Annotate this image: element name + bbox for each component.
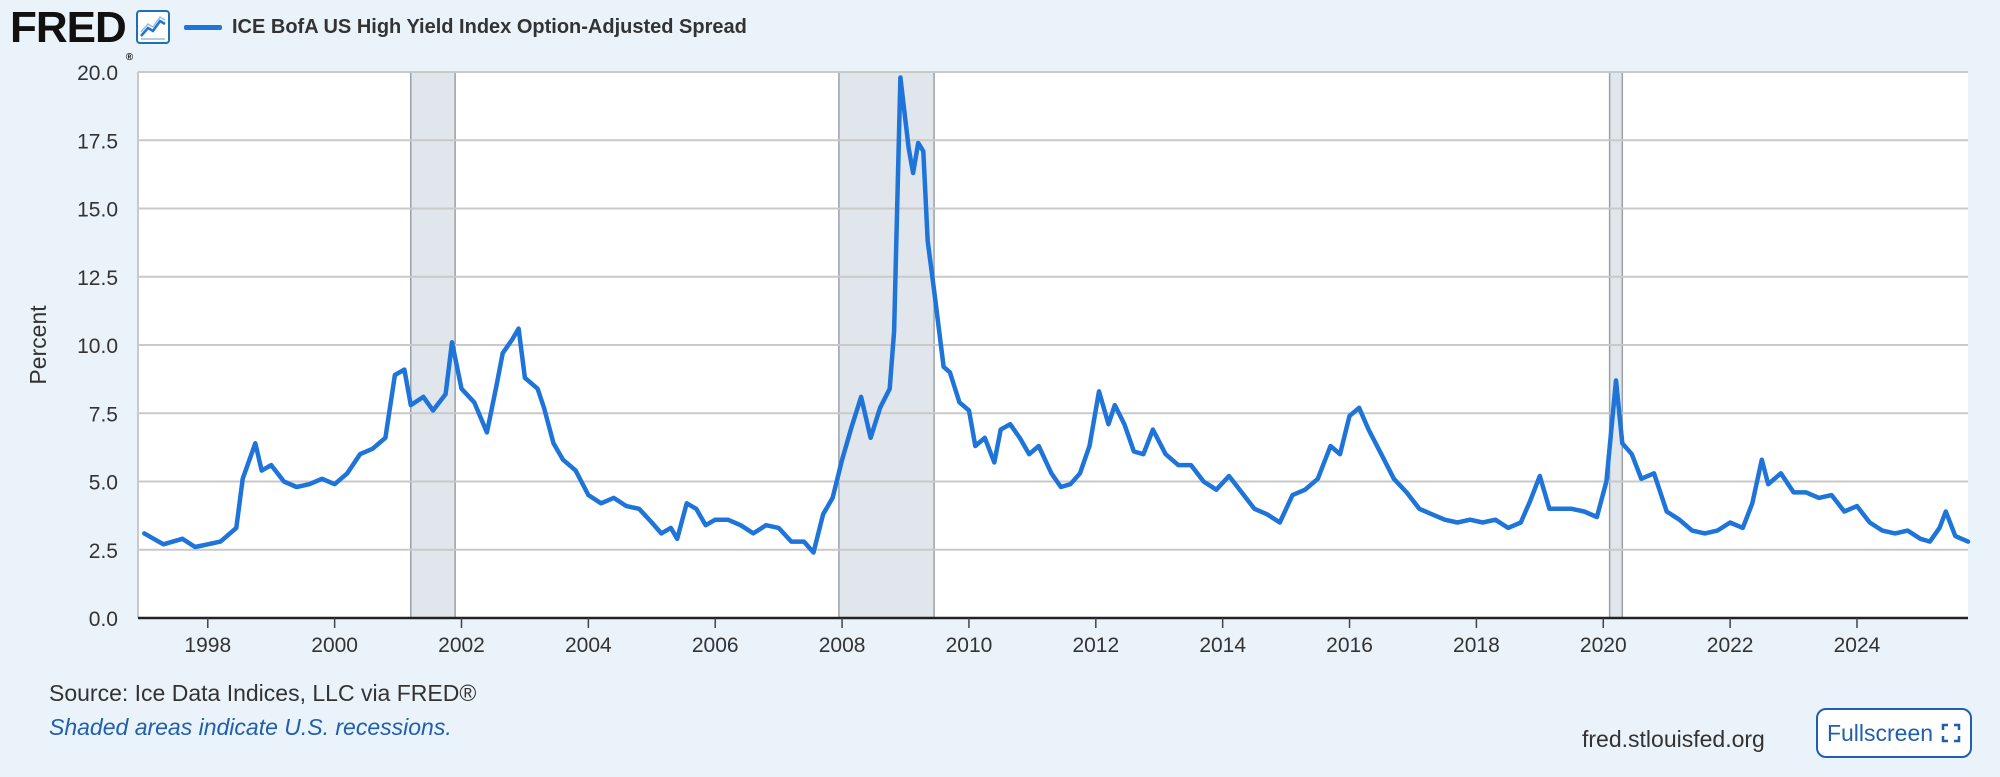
x-tick-label: 2010 xyxy=(946,634,993,657)
fred-logo[interactable]: FRED® xyxy=(10,3,133,64)
expand-icon xyxy=(1941,723,1961,743)
y-axis-label: Percent xyxy=(25,305,51,385)
y-tick-label: 17.5 xyxy=(77,130,118,153)
y-axis: 0.0 2.5 5.0 7.5 10.0 12.5 15.0 17.5 20.0 xyxy=(77,62,118,631)
series-layer xyxy=(142,75,1971,555)
x-tick-label: 2002 xyxy=(438,634,485,657)
x-tick-label: 2014 xyxy=(1199,634,1246,657)
x-tick-label: 2004 xyxy=(565,634,612,657)
y-tick-label: 10.0 xyxy=(77,335,118,358)
x-tick-label: 2022 xyxy=(1707,634,1754,657)
y-tick-label: 20.0 xyxy=(77,62,118,85)
legend: ICE BofA US High Yield Index Option-Adju… xyxy=(184,14,747,40)
fred-logo-text: FRED xyxy=(10,3,127,52)
source-text: Source: Ice Data Indices, LLC via FRED® xyxy=(49,680,477,706)
x-tick-label: 2006 xyxy=(692,634,739,657)
legend-swatch xyxy=(184,24,222,30)
y-tick-label: 5.0 xyxy=(89,472,118,495)
y-tick-label: 12.5 xyxy=(77,267,118,290)
x-tick-label: 2018 xyxy=(1453,634,1500,657)
x-tick-label: 2016 xyxy=(1326,634,1373,657)
fullscreen-label: Fullscreen xyxy=(1826,719,1934,746)
fred-logo-reg: ® xyxy=(125,52,133,63)
x-tick-label: 2008 xyxy=(819,634,866,657)
y-tick-label: 0.0 xyxy=(89,608,118,631)
x-axis: 1998 2000 2002 2004 2006 2008 2010 2012 2014 2016… xyxy=(184,618,1881,657)
x-tick-label: 2000 xyxy=(311,634,358,657)
chart-svg: 0.0 2.5 5.0 7.5 10.0 12.5 15.0 17.5 20.0 1998 200… xyxy=(25,62,1971,657)
x-tick-label: 2012 xyxy=(1072,634,1119,657)
x-tick-label: 2024 xyxy=(1834,634,1881,657)
series-line[interactable] xyxy=(142,75,1971,555)
y-tick-label: 7.5 xyxy=(89,403,118,426)
y-tick-label: 2.5 xyxy=(89,540,118,563)
site-url[interactable]: fred.stlouisfed.org xyxy=(1582,726,1765,752)
gridlines xyxy=(137,71,1968,620)
x-tick-label: 1998 xyxy=(184,634,231,657)
fullscreen-button[interactable]: Fullscreen xyxy=(1816,708,1972,758)
y-tick-label: 15.0 xyxy=(77,199,118,222)
x-tick-label: 2020 xyxy=(1580,634,1627,657)
legend-label: ICE BofA US High Yield Index Option-Adju… xyxy=(232,15,747,38)
recession-note: Shaded areas indicate U.S. recessions. xyxy=(49,714,452,740)
chart-header: FRED® ICE BofA US High Yield Index Optio… xyxy=(0,0,2000,64)
line-chart-icon[interactable] xyxy=(136,10,170,44)
